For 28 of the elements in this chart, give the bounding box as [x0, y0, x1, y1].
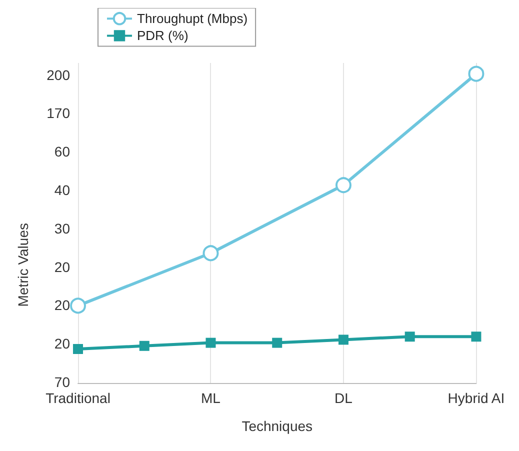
- text: 20: [54, 258, 70, 275]
- text: 170: [46, 105, 70, 122]
- point: [404, 332, 415, 342]
- text: 40: [54, 182, 70, 198]
- x-tick-label: DL: [334, 390, 353, 406]
- point: [202, 245, 219, 262]
- point: [471, 332, 482, 342]
- text: 20: [54, 297, 70, 314]
- x-axis-title: Techniques: [242, 418, 313, 434]
- point: [70, 298, 86, 314]
- point: [206, 338, 216, 348]
- x-tick-label: ML: [201, 390, 221, 406]
- point: [338, 334, 348, 345]
- point: [272, 338, 282, 348]
- x-tick-label: Hybrid AI: [448, 390, 505, 406]
- point: [335, 177, 352, 194]
- x-tick-label: Traditional: [46, 390, 110, 406]
- text: 200: [46, 66, 70, 83]
- point: [468, 66, 484, 82]
- legend-label: PDR (%): [137, 28, 188, 44]
- text: 30: [54, 220, 70, 236]
- point: [73, 344, 83, 354]
- text: 60: [54, 144, 70, 160]
- point: [139, 340, 150, 351]
- text: 70: [54, 374, 70, 390]
- text: 20: [54, 336, 70, 352]
- legend-label: Throughupt (Mbps): [137, 11, 248, 26]
- y-axis-title: Metric Values: [15, 222, 31, 307]
